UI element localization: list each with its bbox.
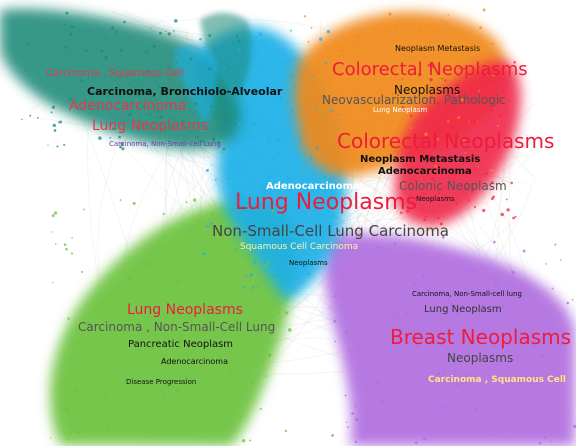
label-teal-lung-neoplasms: Lung Neoplasms [92, 118, 208, 134]
label-center-squamous: Squamous Cell Carcinoma [240, 242, 359, 252]
label-red-colonic: Colonic Neoplasm [399, 179, 507, 193]
label-green-pancreatic: Pancreatic Neoplasm [128, 339, 234, 350]
cluster-red [395, 60, 521, 226]
label-orange-metastasis: Neoplasm Metastasis [395, 44, 481, 53]
label-purple-breast: Breast Neoplasms [390, 325, 572, 349]
label-green-lung-neoplasms: Lung Neoplasms [127, 302, 243, 318]
cluster-teal [0, 8, 241, 150]
cluster-green [50, 198, 296, 446]
label-center-nsclc: Non-Small-Cell Lung Carcinoma [212, 222, 449, 240]
cluster-purple [324, 233, 575, 446]
label-purple-carcinoma-nsclc: Carcinoma, Non-Small-cell lung [412, 290, 522, 298]
label-center-lung-neoplasms: Lung Neoplasms [235, 190, 418, 215]
label-purple-lung-neoplasm: Lung Neoplasm [424, 304, 502, 315]
label-orange-neovascularization: Neovascularization, Pathologic [322, 93, 506, 107]
blue-fringe [175, 44, 217, 125]
label-red-metastasis: Neoplasm Metastasis [360, 154, 481, 165]
label-purple-squamous: Carcinoma , Squamous Cell [428, 375, 567, 385]
label-purple-neoplasms: Neoplasms [447, 351, 514, 365]
label-green-carcinoma-nsclc: Carcinoma , Non-Small-Cell Lung [78, 320, 276, 334]
label-orange-lung-neoplasm: Lung Neoplasm [373, 106, 428, 114]
label-orange-colorectal: Colorectal Neoplasms [332, 59, 528, 80]
label-red-adenocarcinoma: Adenocarcinoma [378, 166, 472, 177]
label-red-colorectal: Colorectal Neoplasms [337, 129, 555, 153]
label-center-adenocarcinoma: Adenocarcinoma [266, 181, 360, 192]
label-orange-neoplasms: Neoplasms [394, 83, 461, 97]
label-center-neoplasms: Neoplasms [289, 259, 328, 267]
label-teal-carcinoma-bronchiolo: Carcinoma, Bronchiolo-Alveolar [87, 85, 283, 98]
label-green-disease-progression: Disease Progression [126, 378, 197, 386]
label-teal-adenocarcinoma: Adenocarcinoma [69, 98, 187, 114]
label-teal-carcinoma-nsclc: Carcinoma, Non-Small-cell Lung [109, 140, 221, 148]
label-red-neoplasms: Neoplasms [416, 195, 455, 203]
node-specks [21, 8, 576, 445]
label-green-adenocarcinoma: Adenocarcinoma [161, 357, 228, 366]
teal-fringe [200, 12, 252, 95]
label-teal-carcinoma-squamous: Carcinoma , Squamous Cell [46, 68, 184, 79]
